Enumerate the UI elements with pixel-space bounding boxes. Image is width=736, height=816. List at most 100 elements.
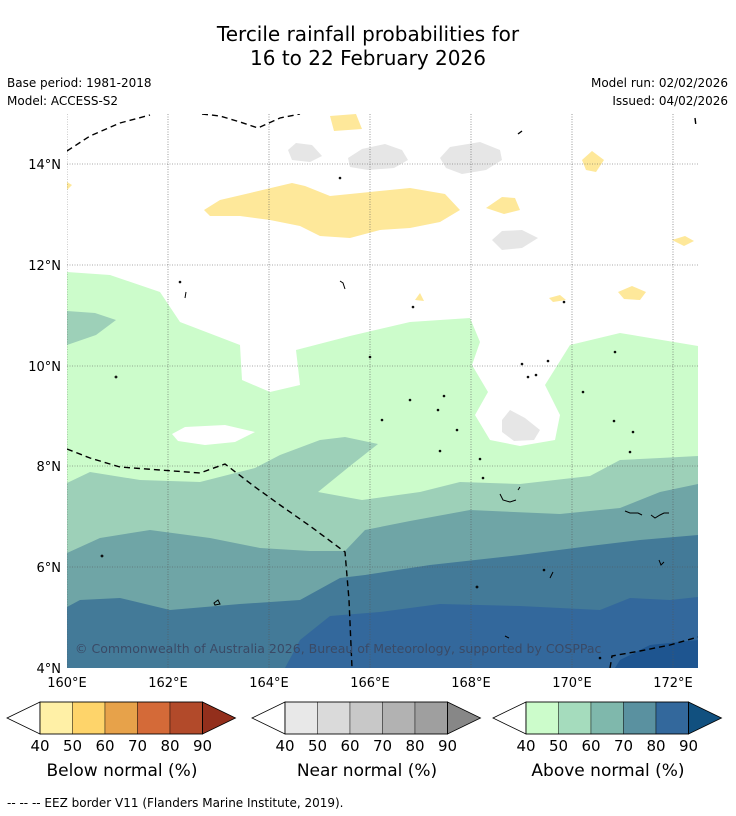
eez-footnote: -- -- -- EEZ border V11 (Flanders Marine… — [7, 796, 344, 810]
colorbar-tick-label: 90 — [193, 737, 212, 755]
colorbar-tick-label: 70 — [614, 737, 633, 755]
colorbar-high-extend — [447, 701, 482, 735]
lon-label: 170°E — [552, 676, 592, 691]
legend-near-label: Near normal (%) — [296, 761, 438, 781]
map-area: © Commonwealth of Australia 2026, Bureau… — [67, 114, 698, 668]
lon-label: 160°E — [47, 676, 87, 691]
below-normal-patch — [415, 293, 424, 301]
island-outline — [658, 559, 665, 566]
island-outline — [549, 571, 554, 579]
no-signal-patch — [172, 425, 255, 445]
colorbar-tick-label: 60 — [340, 737, 359, 755]
colorbar-swatch — [137, 701, 171, 735]
colorbar-near-normal: 40 50 60 70 80 90 — [251, 701, 482, 755]
colorbar-swatch — [590, 701, 624, 735]
legend-above-label: Above normal (%) — [531, 761, 685, 781]
island-dot — [612, 419, 616, 423]
island-dot — [442, 394, 446, 398]
near-normal-patch — [492, 230, 538, 250]
colorbar-swatch — [104, 701, 138, 735]
colorbar-below-normal: 40 50 60 70 80 90 — [6, 701, 237, 755]
colorbar-swatch — [558, 701, 592, 735]
colorbar-tick-label: 80 — [646, 737, 665, 755]
below-normal-patch — [67, 182, 72, 190]
colorbar-tick-label: 60 — [95, 737, 114, 755]
island-dot — [411, 305, 415, 309]
eez-border-line — [201, 114, 301, 129]
colorbar-frame — [525, 701, 689, 735]
meta-right: Model run: 02/02/2026 Issued: 04/02/2026 — [591, 74, 728, 110]
colorbar-swatch — [317, 701, 351, 735]
island-outline — [624, 510, 643, 516]
island-dot — [114, 375, 118, 379]
island-outline — [504, 635, 510, 639]
colorbar-high-extend — [688, 701, 723, 735]
near-normal-patch — [288, 143, 322, 162]
above-80-region — [285, 597, 698, 668]
colorbar-tick-label: 70 — [128, 737, 147, 755]
island-dot — [455, 428, 459, 432]
lat-label: 10°N — [28, 360, 61, 375]
below-normal-patch — [486, 197, 520, 214]
colorbar-above-normal: 40 50 60 70 80 90 — [492, 701, 723, 755]
colorbar-tick-label: 80 — [405, 737, 424, 755]
model-run: Model run: 02/02/2026 — [590, 76, 728, 90]
colorbar-frame — [39, 701, 203, 735]
colorbar-swatch — [284, 701, 318, 735]
title-line-2: 16 to 22 February 2026 — [250, 46, 486, 70]
colorbar-swatch — [382, 701, 416, 735]
colorbar-frame — [284, 701, 448, 735]
island-outline — [499, 493, 517, 503]
legend-below-label: Below normal (%) — [46, 761, 198, 781]
below-normal-patch — [618, 286, 646, 300]
near-normal-patch — [502, 410, 540, 441]
eez-border-line — [694, 117, 697, 127]
above-50-region-west — [67, 311, 116, 345]
island-dot — [598, 656, 602, 660]
colorbar-swatch — [349, 701, 383, 735]
island-dot — [178, 280, 182, 284]
gridlines — [67, 114, 698, 668]
island-dot — [613, 350, 617, 354]
eez-borders — [67, 114, 698, 668]
colorbar-tick-label: 40 — [275, 737, 294, 755]
island-dot — [546, 359, 550, 363]
below-normal-patch — [549, 295, 566, 302]
model-name: Model: ACCESS-S2 — [7, 94, 119, 108]
island-outline — [184, 291, 187, 299]
island-dot — [534, 373, 538, 377]
island-dot — [100, 554, 104, 558]
island-dot — [368, 355, 372, 359]
island-dot — [562, 300, 566, 304]
colorbar-swatch — [525, 701, 559, 735]
lat-label: 12°N — [28, 259, 61, 274]
colorbar-swatch — [623, 701, 657, 735]
title-line-1: Tercile rainfall probabilities for — [216, 22, 520, 46]
island-dot — [581, 390, 585, 394]
colorbar-tick-label: 60 — [581, 737, 600, 755]
colorbar-high-extend — [202, 701, 237, 735]
island-dot — [436, 408, 440, 412]
base-period: Base period: 1981-2018 — [7, 76, 152, 90]
colorbar-swatch — [655, 701, 689, 735]
island-dot — [438, 449, 442, 453]
colorbar-low-extend — [251, 701, 286, 735]
island-outline — [517, 486, 521, 491]
lat-label: 6°N — [37, 561, 62, 576]
island-dot — [542, 568, 546, 572]
island-outline — [339, 280, 346, 290]
below-normal-patch — [204, 183, 460, 238]
colorbar-tick-label: 50 — [549, 737, 568, 755]
island-dot — [408, 398, 412, 402]
lat-label: 14°N — [28, 158, 61, 173]
lat-labels: 14°N 12°N 10°N 8°N 6°N 4°N — [28, 158, 61, 677]
near-normal-patch — [440, 142, 502, 174]
lon-label: 168°E — [451, 676, 491, 691]
eez-border-line — [67, 448, 353, 668]
meta-left: Base period: 1981-2018 Model: ACCESS-S2 — [7, 74, 152, 110]
island-dot — [631, 430, 635, 434]
colorbar-tick-label: 40 — [516, 737, 535, 755]
eez-border-line — [517, 130, 523, 135]
colorbar-tick-label: 50 — [308, 737, 327, 755]
colorbar-swatch — [72, 701, 106, 735]
